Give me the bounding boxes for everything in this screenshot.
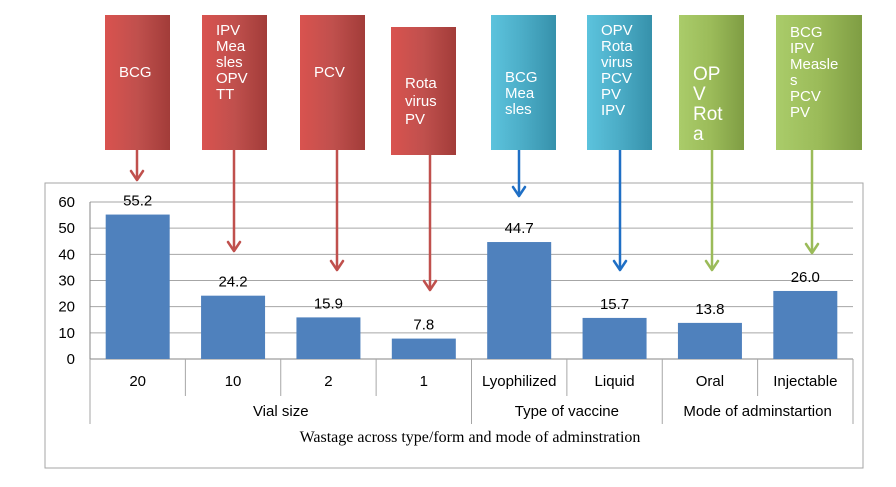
y-axis: 0 10 20 30 40 50 60 xyxy=(58,194,91,368)
bar-value-label: 15.7 xyxy=(600,296,629,313)
callout-text: Rota xyxy=(601,38,633,55)
x-tick-label: 10 xyxy=(225,373,242,390)
bar-value-label: 26.0 xyxy=(791,269,820,286)
callout-arrow xyxy=(511,150,527,198)
callout-text: sles xyxy=(216,54,243,71)
callout-arrow xyxy=(704,150,720,272)
callout-text: BCG xyxy=(505,69,538,86)
callout-text: OPV xyxy=(216,70,248,87)
callout-text: PCV xyxy=(601,70,632,87)
callout-arrow xyxy=(612,150,628,272)
callout-text: s xyxy=(790,72,798,89)
x-group-label: Mode of adminstartion xyxy=(683,403,831,420)
x-tick-label: Liquid xyxy=(595,373,635,390)
x-tick-label: Lyophilized xyxy=(482,373,557,390)
callout-text: IPV xyxy=(216,22,240,39)
callout-box-fill xyxy=(491,15,556,150)
y-tick-label: 50 xyxy=(58,220,75,237)
y-tick-label: 30 xyxy=(58,273,75,290)
callout-text: IPV xyxy=(790,40,814,57)
bar-1 xyxy=(391,338,456,359)
y-tick-label: 0 xyxy=(67,351,75,368)
y-tick-label: 10 xyxy=(58,325,75,342)
callout-box-fill xyxy=(105,15,170,150)
bar-value-label: 13.8 xyxy=(695,301,724,318)
callout-text: PV xyxy=(405,111,425,128)
bar-value-label: 7.8 xyxy=(413,317,434,334)
bar-20 xyxy=(105,214,170,359)
x-axis: 20 10 2 1 Lyophilized Liquid Oral Injectable Via… xyxy=(89,359,854,424)
callout-text: virus xyxy=(405,93,437,110)
callout-text: V xyxy=(693,84,706,105)
bar-liquid xyxy=(582,317,647,359)
callout-text: PV xyxy=(601,86,621,103)
x-tick-label: Injectable xyxy=(773,373,837,390)
bar-injectable xyxy=(773,290,838,359)
bar-value-label: 15.9 xyxy=(314,295,343,312)
callout-text: OPV xyxy=(601,22,633,39)
callout-arrow xyxy=(422,155,438,292)
callout-arrow xyxy=(329,150,345,272)
callout-text: Measle xyxy=(790,56,838,73)
x-tick-label: 1 xyxy=(420,373,428,390)
callout-box-fill xyxy=(587,15,652,150)
callout-text: sles xyxy=(505,101,532,118)
x-group-label: Type of vaccine xyxy=(515,403,619,420)
x-group-label: Vial size xyxy=(253,403,309,420)
bar-10 xyxy=(201,295,266,359)
bar-lyophilized xyxy=(487,242,552,359)
callout-text: a xyxy=(693,124,704,145)
callout-text: IPV xyxy=(601,102,625,119)
x-tick-label: Oral xyxy=(696,373,724,390)
y-tick-label: 20 xyxy=(58,299,75,316)
x-tick-label: 2 xyxy=(324,373,332,390)
callout-box-fill xyxy=(391,27,456,155)
callout-text: TT xyxy=(216,86,234,103)
callout-arrow xyxy=(129,150,145,182)
y-tick-label: 60 xyxy=(58,194,75,211)
callout-text: BCG xyxy=(790,24,823,41)
callout-text: PV xyxy=(790,104,810,121)
callout-text: Mea xyxy=(216,38,246,55)
callout-box: BCG xyxy=(105,15,170,150)
bar-series: 55.2 24.2 15.9 7.8 44.7 15.7 13.8 26.0 xyxy=(105,193,838,359)
x-tick-label: 20 xyxy=(129,373,146,390)
callout-text: BCG xyxy=(119,64,152,81)
chart-caption: Wastage across type/form and mode of adm… xyxy=(300,429,641,446)
callout-text: Mea xyxy=(505,85,535,102)
callout-arrow xyxy=(804,150,820,255)
bar-2 xyxy=(296,317,361,359)
bar-value-label: 24.2 xyxy=(218,274,247,291)
callout-box-fill xyxy=(776,15,862,150)
bar-value-label: 55.2 xyxy=(123,193,152,210)
callout-box-fill xyxy=(202,15,267,150)
callout-arrow xyxy=(226,150,242,253)
callout-box-fill xyxy=(300,15,365,150)
y-tick-label: 40 xyxy=(58,246,75,263)
vaccine-callouts: BCGIPVMeaslesOPVTTPCVRotavirusPVBCGMeasl… xyxy=(105,15,862,155)
callout-arrows xyxy=(129,150,820,292)
callout-text: virus xyxy=(601,54,633,71)
bar-oral xyxy=(677,322,742,359)
callout-box-fill xyxy=(679,15,744,150)
callout-text: Rot xyxy=(693,104,723,125)
callout-text: OP xyxy=(693,64,720,85)
callout-text: PCV xyxy=(314,64,345,81)
bar-value-label: 44.7 xyxy=(505,220,534,237)
callout-box: PCV xyxy=(300,15,365,150)
callout-text: PCV xyxy=(790,88,821,105)
callout-text: Rota xyxy=(405,75,437,92)
